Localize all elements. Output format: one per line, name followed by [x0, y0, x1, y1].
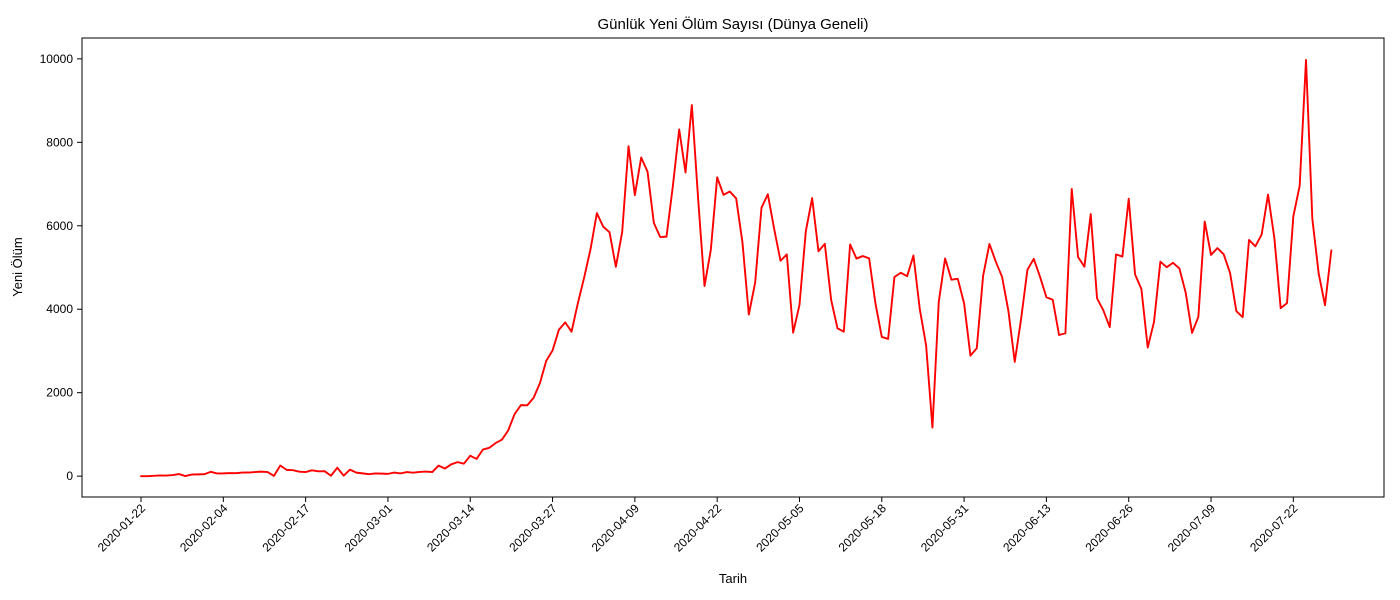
y-tick-label: 2000 — [46, 386, 73, 400]
x-tick-label: 2020-02-04 — [177, 501, 231, 555]
y-tick-label: 6000 — [46, 219, 73, 233]
plot-area — [140, 59, 1333, 478]
chart-title: Günlük Yeni Ölüm Sayısı (Dünya Geneli) — [598, 15, 869, 33]
x-tick-label: 2020-03-14 — [424, 501, 478, 555]
y-tick-label: 8000 — [46, 135, 73, 149]
x-tick-label: 2020-05-18 — [836, 501, 890, 555]
x-tick-label: 2020-03-01 — [342, 501, 396, 555]
x-axis: 2020-01-22 2020-02-04 2020-02-17 2020-03-01… — [95, 497, 1301, 555]
x-tick-label: 2020-07-09 — [1165, 501, 1219, 555]
y-tick-label: 10000 — [40, 52, 74, 66]
y-tick-label: 4000 — [46, 302, 73, 316]
x-tick-label: 2020-02-17 — [259, 501, 313, 555]
x-tick-label: 2020-05-05 — [753, 501, 807, 555]
x-tick-label: 2020-03-27 — [506, 501, 560, 555]
plot-frame — [81, 37, 1385, 498]
x-tick-label: 2020-06-13 — [1000, 501, 1054, 555]
series-line — [140, 59, 1333, 478]
y-axis-label: Yeni Ölüm — [10, 237, 25, 297]
y-axis: 0 2000 4000 6000 8000 10000 — [40, 52, 82, 483]
x-tick-label: 2020-05-31 — [918, 501, 972, 555]
x-tick-label: 2020-01-22 — [95, 501, 149, 555]
x-tick-label: 2020-06-26 — [1083, 501, 1137, 555]
x-tick-label: 2020-04-09 — [589, 501, 643, 555]
x-tick-label: 2020-07-22 — [1247, 501, 1301, 555]
x-tick-label: 2020-04-22 — [671, 501, 725, 555]
y-tick-label: 0 — [66, 469, 73, 483]
x-axis-label: Tarih — [719, 571, 747, 586]
